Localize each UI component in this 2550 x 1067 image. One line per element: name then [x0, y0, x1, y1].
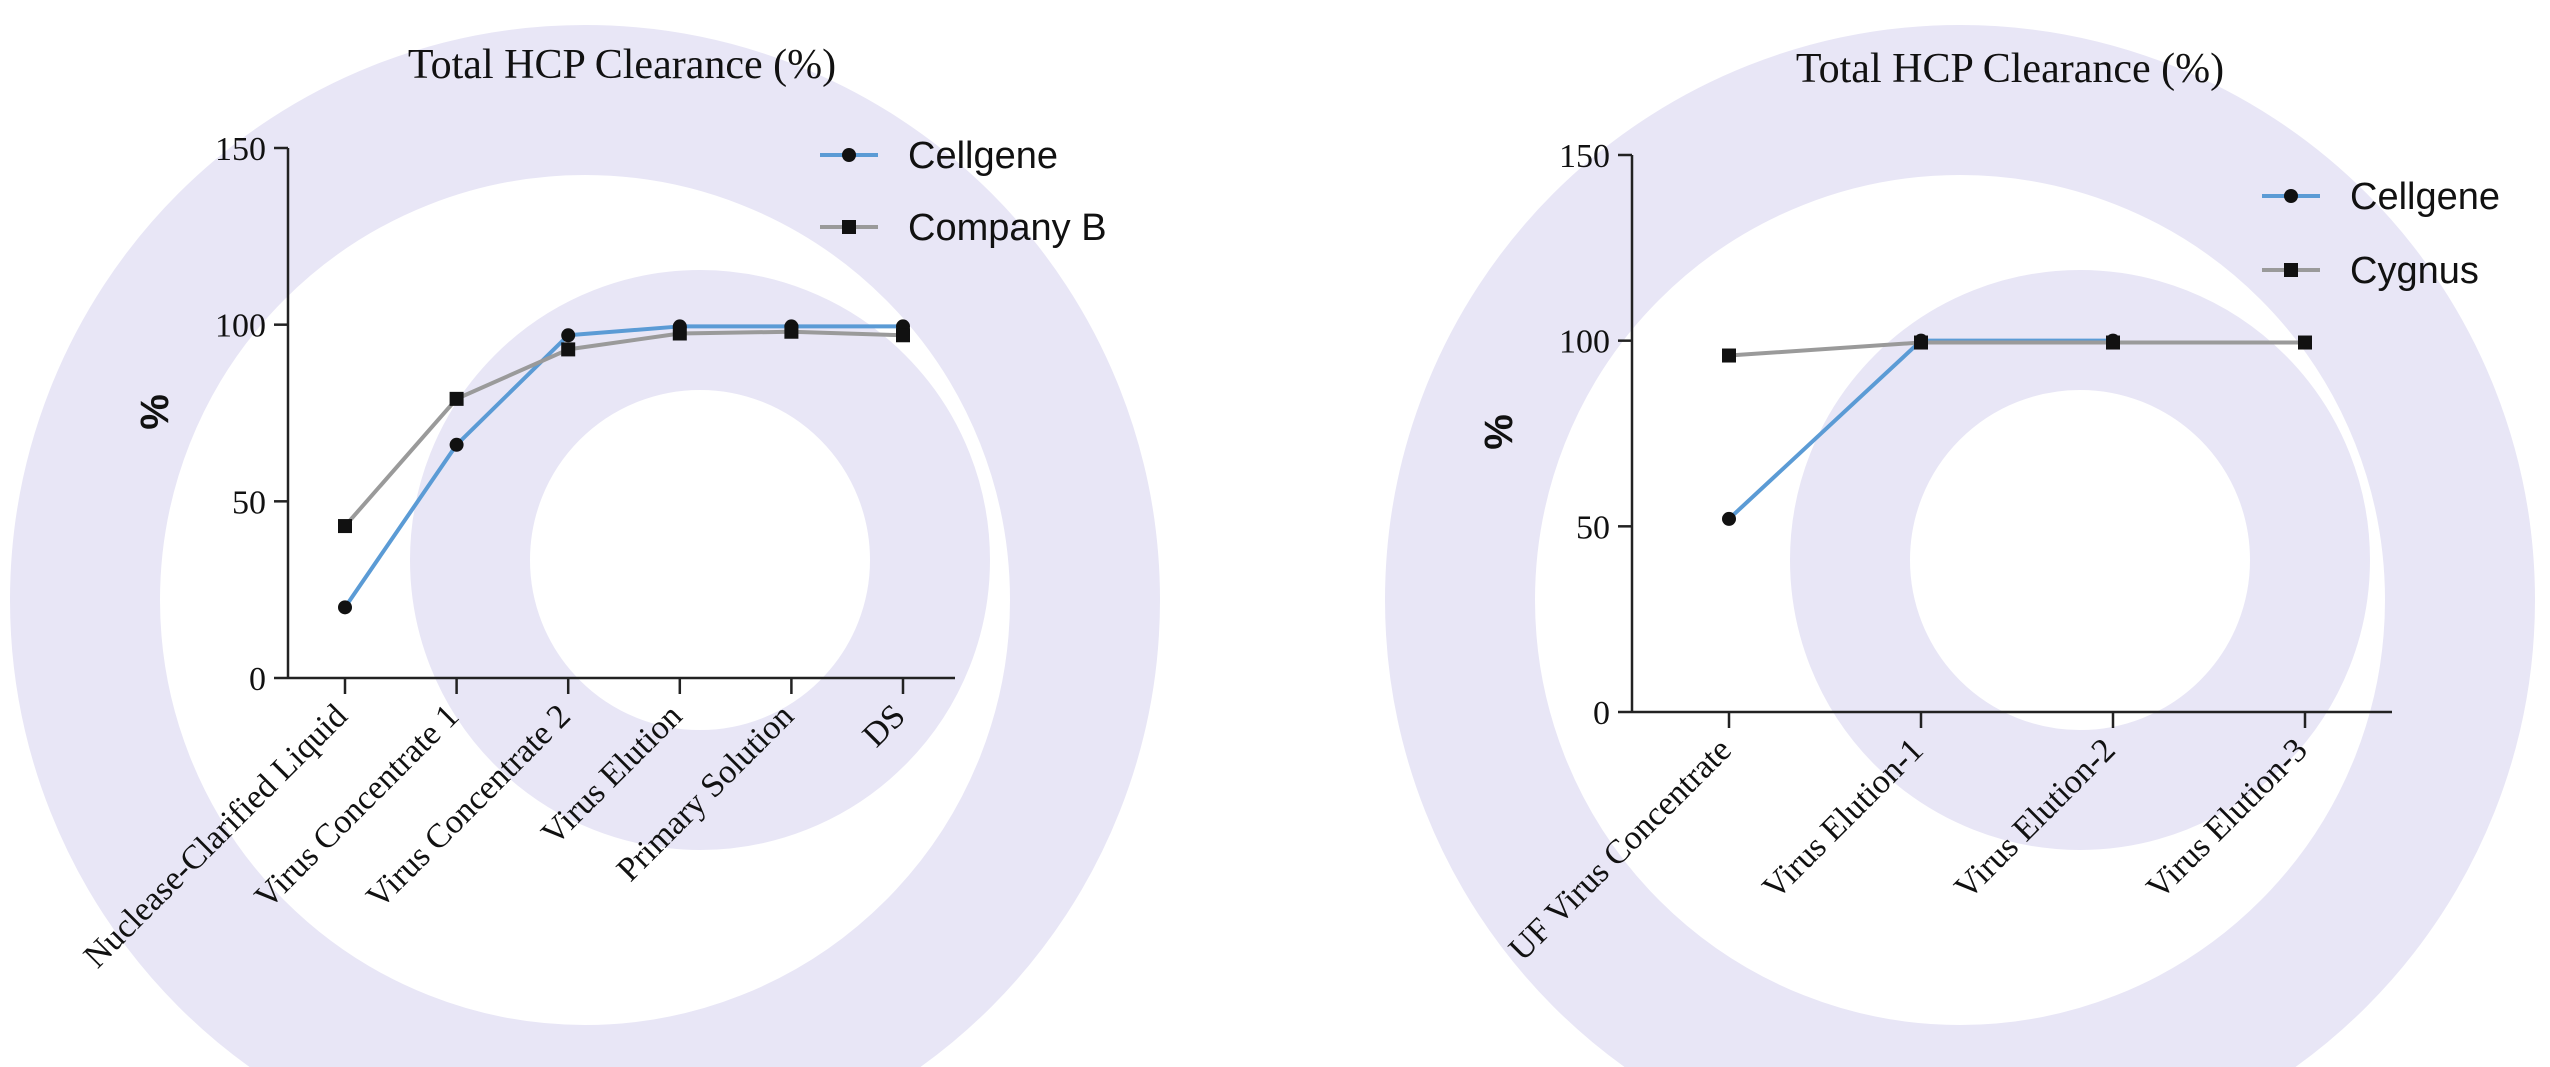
chart-title: Total HCP Clearance (%) [1796, 46, 2224, 92]
y-tick-label: 150 [1559, 138, 1610, 175]
data-point [2106, 335, 2120, 350]
y-tick-label: 0 [249, 661, 266, 698]
legend-marker [2284, 263, 2298, 277]
series-line-1 [1728, 340, 2305, 358]
data-point [2298, 335, 2312, 350]
y-tick-label: 50 [232, 484, 266, 521]
y-tick-label: 0 [1593, 695, 1610, 732]
legend-label: Company B [908, 207, 1107, 249]
x-tick-label: Virus Concentrate 1 [248, 697, 466, 915]
series-line-1 [343, 329, 904, 528]
data-point [338, 600, 352, 615]
watermark-ring-right [1385, 25, 2535, 1067]
data-point [896, 328, 910, 343]
data-point [1722, 511, 1736, 526]
data-point [1722, 348, 1736, 363]
data-point [1914, 335, 1928, 350]
data-point [561, 342, 576, 357]
watermark-logo [10, 25, 2535, 1067]
watermark-ring-left [10, 25, 1160, 1067]
y-axis-label: % [133, 394, 177, 430]
legend-label: Cygnus [2350, 250, 2479, 292]
watermark-inner-left [410, 270, 990, 850]
legend-marker [842, 148, 856, 162]
data-point [338, 519, 352, 534]
legend-label: Cellgene [2350, 176, 2500, 218]
data-point [449, 437, 464, 452]
y-tick-label: 150 [215, 131, 266, 168]
legend-marker [2284, 189, 2298, 203]
data-point [784, 324, 799, 339]
y-tick-label: 100 [1559, 324, 1610, 361]
data-point [561, 328, 576, 343]
data-point [449, 391, 464, 406]
series-line-0 [343, 324, 903, 609]
y-tick-label: 100 [215, 308, 266, 345]
chart-title: Total HCP Clearance (%) [408, 42, 836, 88]
y-tick-label: 50 [1576, 509, 1610, 546]
x-tick-label: Virus Elution-1 [1756, 731, 1931, 906]
legend-label: Cellgene [908, 135, 1058, 177]
y-axis-label: % [1477, 414, 1521, 450]
data-point [672, 326, 687, 341]
legend-marker [842, 220, 856, 234]
watermark-inner-right [1790, 270, 2370, 850]
